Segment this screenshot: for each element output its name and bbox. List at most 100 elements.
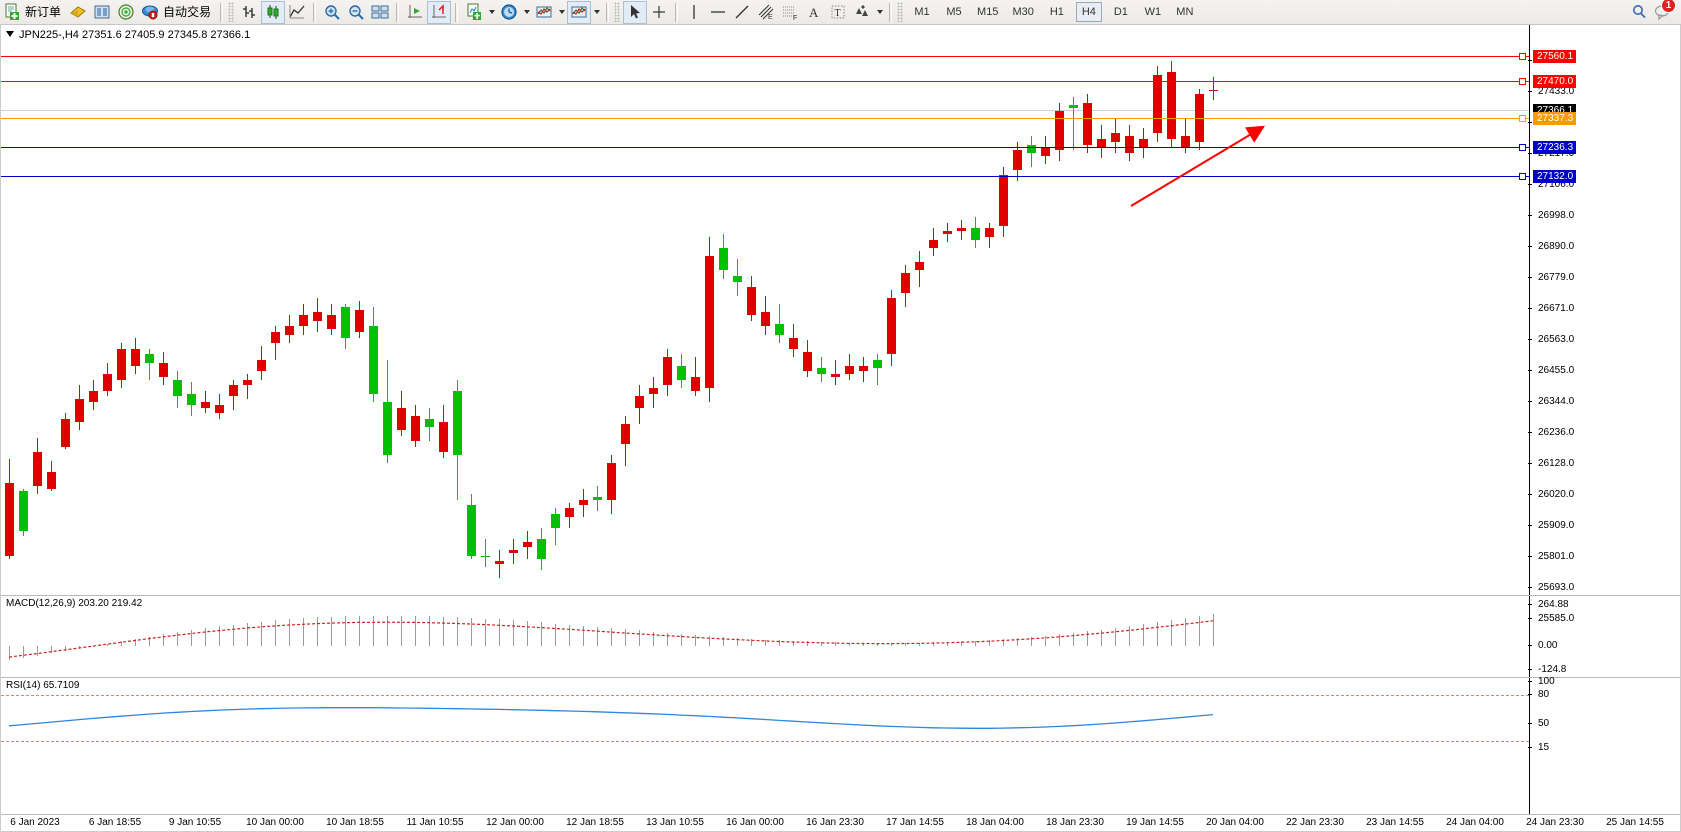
navigator-icon[interactable] (114, 1, 138, 24)
rsi-tick: 15 (1528, 742, 1680, 754)
timeframe-w1[interactable]: W1 (1144, 6, 1162, 18)
symbol-collapse-icon[interactable] (6, 31, 14, 37)
trend-arrow-annotation[interactable] (1, 25, 1531, 595)
price-level-line-pivot[interactable] (1, 118, 1529, 119)
tile-windows-icon[interactable] (368, 1, 392, 24)
toolbar-drag-handle[interactable] (228, 2, 235, 22)
price-tick: 26890.0 (1528, 241, 1680, 253)
macd-histogram-bar (499, 619, 500, 646)
price-level-line-resistance-2[interactable] (1, 56, 1529, 57)
candle-body (1013, 150, 1022, 170)
terminal-icon[interactable] (66, 1, 90, 24)
time-tick-label: 16 Jan 00:00 (726, 817, 784, 828)
macd-histogram-bar (975, 640, 976, 646)
data-window-icon[interactable] (90, 1, 114, 24)
new-chart-dropdown-icon[interactable] (486, 1, 497, 24)
horizontal-line-icon[interactable] (706, 1, 730, 24)
rsi-pane[interactable]: RSI(14) 65.7109 100 80 50 15 (1, 676, 1680, 757)
price-level-line-support-1[interactable] (1, 147, 1529, 148)
price-level-tag-pivot[interactable]: 27337.3 (1533, 112, 1577, 125)
price-level-line-support-2[interactable] (1, 176, 1529, 177)
macd-tick: 0.00 (1528, 640, 1680, 652)
macd-histogram-bar (569, 624, 570, 646)
timeframe-h4[interactable]: H4 (1075, 2, 1102, 22)
bar-chart-icon[interactable] (237, 1, 261, 24)
new-chart-icon[interactable] (462, 1, 486, 24)
fibonacci-icon[interactable]: F (778, 1, 802, 24)
line-chart-icon[interactable] (285, 1, 309, 24)
time-tick-label: 22 Jan 23:30 (1286, 817, 1344, 828)
price-level-handle-support-2[interactable] (1519, 173, 1526, 180)
objects-icon[interactable] (850, 1, 874, 24)
autotrade-icon[interactable] (138, 1, 162, 24)
candle-body (61, 418, 70, 447)
price-level-handle-resistance-1[interactable] (1519, 78, 1526, 85)
vertical-line-icon[interactable] (682, 1, 706, 24)
toolbar-drag-handle[interactable] (614, 2, 621, 22)
candle-body (355, 309, 364, 332)
timeframe-h1[interactable]: H1 (1049, 6, 1064, 18)
macd-histogram-bar (1031, 636, 1032, 646)
price-level-tag-support-1[interactable]: 27236.3 (1533, 141, 1577, 154)
period-icon[interactable] (497, 1, 521, 24)
candle-body (1195, 94, 1204, 142)
macd-histogram-bar (387, 615, 388, 646)
chart-window[interactable]: JPN225-,H4 27351.6 27405.9 27345.8 27366… (0, 25, 1681, 832)
chart-shift-icon[interactable] (403, 1, 427, 24)
templates-icon[interactable] (567, 0, 592, 24)
macd-histogram-bar (625, 629, 626, 646)
timeframe-mn[interactable]: MN (1176, 6, 1194, 18)
timeframe-m5[interactable]: M5 (946, 6, 962, 18)
search-icon[interactable] (1627, 1, 1651, 24)
time-axis[interactable]: 6 Jan 2023 6 Jan 18:55 9 Jan 10:55 10 Jan 0… (1, 814, 1680, 831)
cursor-icon[interactable] (623, 0, 648, 24)
equidistant-channel-icon[interactable]: E (754, 1, 778, 24)
macd-pane[interactable]: MACD(12,26,9) 203.20 219.42 264.88 0.00 -1… (1, 595, 1680, 677)
timeframe-m30[interactable]: M30 (1012, 6, 1034, 18)
text-label-icon[interactable]: T (826, 1, 850, 24)
price-level-tag-resistance-2[interactable]: 27560.1 (1533, 50, 1577, 63)
timeframe-m1[interactable]: M1 (914, 6, 930, 18)
notification-icon[interactable]: 1 (1651, 0, 1676, 24)
price-level-tag-resistance-1[interactable]: 27470.0 (1533, 75, 1577, 88)
timeframe-d1[interactable]: D1 (1113, 6, 1128, 18)
price-level-tag-support-2[interactable]: 27132.0 (1533, 170, 1577, 183)
rsi-lower-band (1, 741, 1529, 742)
toolbar-drag-handle[interactable] (897, 2, 904, 22)
price-level-line-resistance-1[interactable] (1, 81, 1529, 82)
new-order-icon[interactable] (0, 1, 24, 24)
period-dropdown-icon[interactable] (521, 1, 532, 24)
macd-histogram-bar (905, 642, 906, 646)
candle-body (1209, 89, 1218, 92)
text-icon[interactable]: A (802, 1, 826, 24)
macd-histogram-bar (485, 618, 486, 646)
price-level-handle-pivot[interactable] (1519, 115, 1526, 122)
indicators-dropdown-icon[interactable] (556, 1, 567, 24)
time-tick-label: 19 Jan 14:55 (1126, 817, 1184, 828)
candle-body (873, 359, 882, 369)
macd-histogram-bar (877, 642, 878, 646)
macd-histogram-bar (541, 622, 542, 646)
templates-dropdown-icon[interactable] (591, 1, 602, 24)
price-pane[interactable]: JPN225-,H4 27351.6 27405.9 27345.8 27366… (1, 25, 1680, 624)
candlestick-chart-icon[interactable] (261, 0, 286, 24)
trendline-icon[interactable] (730, 1, 754, 24)
candle-body (691, 376, 700, 391)
price-tick: 26998.0 (1528, 210, 1680, 222)
price-level-handle-support-1[interactable] (1519, 144, 1526, 151)
zoom-out-icon[interactable] (344, 1, 368, 24)
price-tick: 26344.0 (1528, 396, 1680, 408)
timeframe-m15[interactable]: M15 (977, 6, 999, 18)
macd-histogram-bar (1045, 635, 1046, 646)
new-order-label[interactable]: 新订单 (25, 4, 62, 19)
candle-body (929, 239, 938, 249)
zoom-in-icon[interactable] (320, 1, 344, 24)
crosshair-icon[interactable] (647, 1, 671, 24)
autotrade-label[interactable]: 自动交易 (163, 4, 212, 19)
macd-histogram-bar (233, 624, 234, 646)
objects-dropdown-icon[interactable] (874, 1, 885, 24)
price-level-handle-resistance-2[interactable] (1519, 53, 1526, 60)
indicators-icon[interactable] (532, 1, 556, 24)
auto-scroll-icon[interactable] (427, 0, 452, 24)
macd-histogram-bar (513, 620, 514, 646)
